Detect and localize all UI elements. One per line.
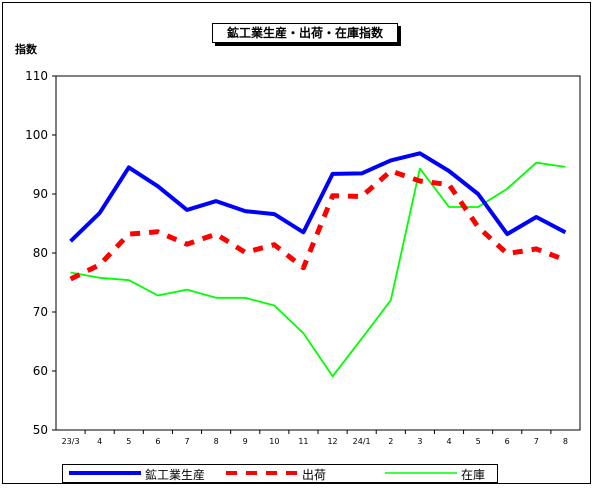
x-tick-label: 9 [243, 437, 248, 446]
legend-swatch-production [69, 471, 141, 475]
chart-series [69, 151, 567, 378]
legend-label-production: 鉱工業生産 [145, 468, 206, 482]
x-tick-label: 2 [388, 437, 393, 446]
legend-swatch-inventory [385, 472, 457, 474]
series-line-2 [70, 161, 566, 378]
plot-area-border [55, 75, 581, 431]
x-tick-label: 5 [126, 437, 131, 446]
x-tick-label: 24/1 [353, 437, 371, 446]
chart-frame: 110 100 90 80 70 60 50 23/3 4 5 6 7 8 9 10 11 12 24/1 2 3 4… [2, 2, 591, 484]
x-tick-label: 6 [505, 437, 510, 446]
x-tick-label: 5 [476, 437, 481, 446]
x-tick-label: 8 [563, 437, 568, 446]
y-tick-label: 60 [33, 364, 48, 378]
y-tick-label: 70 [33, 305, 48, 319]
y-axis-label: 指数 [15, 43, 37, 56]
x-tick-label: 11 [298, 437, 308, 446]
x-tick-label: 6 [155, 437, 160, 446]
y-tick-label: 80 [33, 246, 48, 260]
series-line-0 [69, 151, 567, 243]
chart-plot: 110 100 90 80 70 60 50 23/3 4 5 6 7 8 9 10 11 12 24/1 2 3 4… [25, 69, 581, 446]
y-tick-label: 110 [25, 69, 48, 83]
y-tick-label: 50 [33, 423, 48, 437]
legend-item-production: 鉱工業生産 [69, 465, 205, 482]
x-tick-label: 3 [417, 437, 422, 446]
legend-item-shipment: 出荷 [226, 465, 326, 482]
chart-axes [52, 75, 581, 434]
y-tick-label: 90 [33, 187, 48, 201]
legend-label-inventory: 在庫 [461, 468, 486, 482]
x-tick-label: 4 [97, 437, 102, 446]
x-tick-label: 4 [446, 437, 451, 446]
y-tick-labels: 110 100 90 80 70 60 50 [25, 69, 48, 437]
legend-label-shipment: 出荷 [302, 468, 327, 482]
x-tick-label: 23/3 [62, 437, 80, 446]
legend-item-inventory: 在庫 [385, 465, 485, 482]
x-tick-label: 8 [214, 437, 219, 446]
x-tick-label: 7 [184, 437, 189, 446]
legend: 鉱工業生産 出荷 在庫 [62, 464, 498, 483]
chart-title: 鉱工業生産・出荷・在庫指数 [212, 23, 398, 43]
x-tick-label: 7 [534, 437, 539, 446]
x-tick-labels: 23/3 4 5 6 7 8 9 10 11 12 24/1 2 3 4 5 6 7 8 [62, 437, 568, 446]
y-tick-label: 100 [25, 128, 48, 142]
x-tick-label: 10 [269, 437, 279, 446]
x-tick-label: 12 [327, 437, 337, 446]
series-line-1 [69, 168, 567, 282]
legend-swatch-shipment [226, 471, 298, 475]
chart-title-box: 鉱工業生産・出荷・在庫指数 [212, 23, 401, 46]
